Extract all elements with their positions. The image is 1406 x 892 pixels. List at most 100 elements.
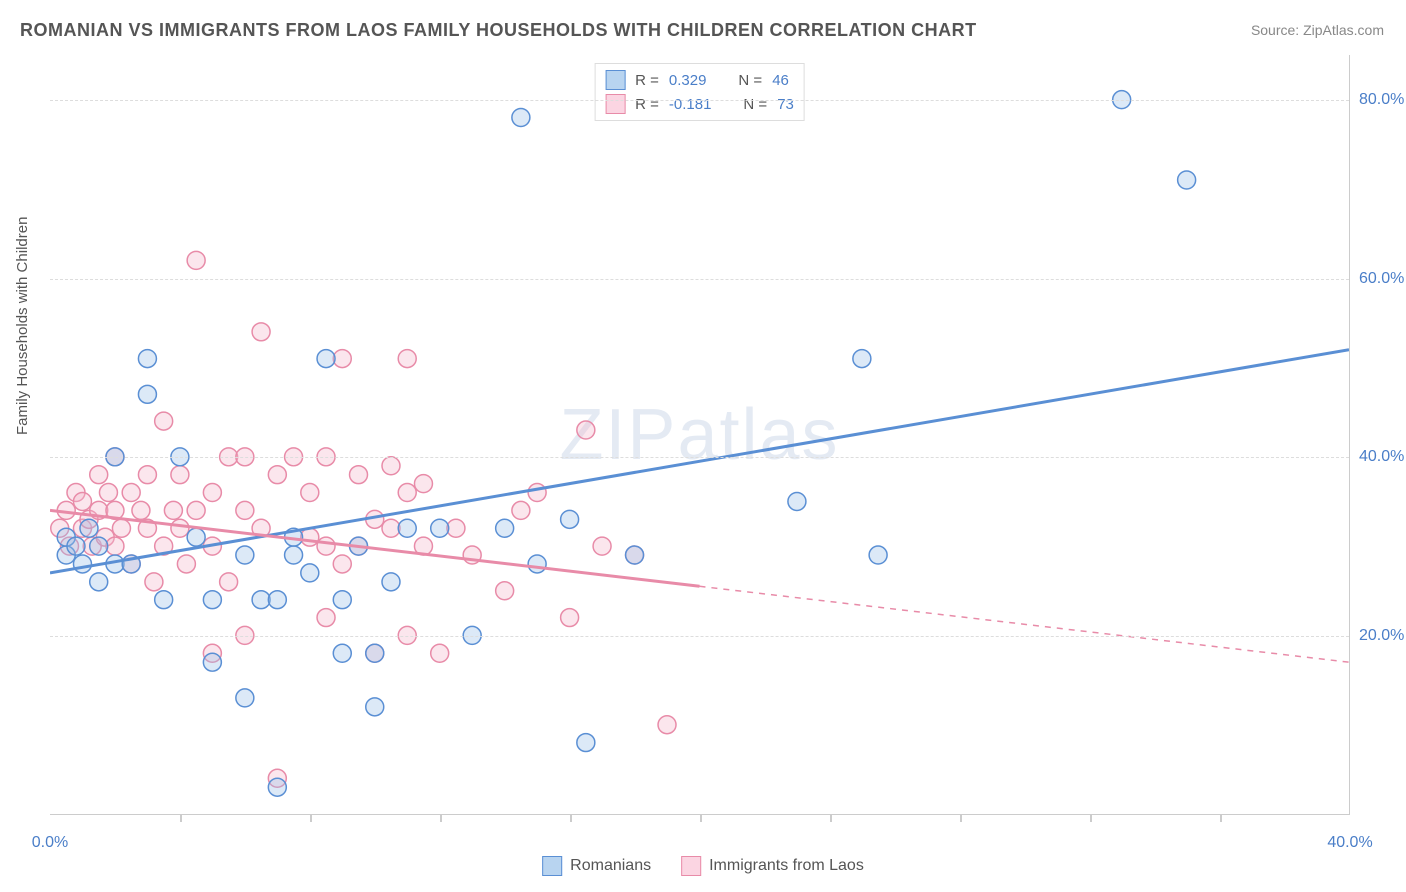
r-value-0: 0.329 (669, 72, 707, 89)
data-point (73, 555, 91, 573)
data-point (171, 466, 189, 484)
y-tick-label: 60.0% (1359, 270, 1406, 288)
legend-label-laos: Immigrants from Laos (709, 857, 864, 875)
data-point (73, 492, 91, 510)
source-label: Source: ZipAtlas.com (1251, 22, 1384, 38)
n-value-0: 46 (772, 72, 789, 89)
data-point (171, 519, 189, 537)
data-point (112, 519, 130, 537)
swatch-romanians (605, 70, 625, 90)
data-point (853, 350, 871, 368)
y-tick-label: 20.0% (1359, 627, 1406, 645)
data-point (236, 546, 254, 564)
x-tick (830, 814, 832, 822)
data-point (561, 510, 579, 528)
legend-item-laos: Immigrants from Laos (681, 856, 864, 876)
data-point (398, 519, 416, 537)
data-point (317, 350, 335, 368)
x-tick (700, 814, 702, 822)
legend-label-romanians: Romanians (570, 857, 651, 875)
data-point (122, 484, 140, 502)
x-tick-label: 0.0% (32, 834, 68, 852)
x-tick (570, 814, 572, 822)
data-point (512, 109, 530, 127)
data-point (431, 519, 449, 537)
data-point (398, 350, 416, 368)
data-point (626, 546, 644, 564)
data-point (382, 457, 400, 475)
plot-svg (50, 55, 1349, 814)
data-point (496, 582, 514, 600)
data-point (236, 501, 254, 519)
data-point (268, 466, 286, 484)
x-tick (1090, 814, 1092, 822)
data-point (145, 573, 163, 591)
r-label-0: R = (635, 72, 659, 89)
y-tick-label: 40.0% (1359, 448, 1406, 466)
stats-row-romanians: R = 0.329 N = 46 (605, 68, 794, 92)
data-point (658, 716, 676, 734)
data-point (350, 466, 368, 484)
x-tick (310, 814, 312, 822)
data-point (99, 484, 117, 502)
data-point (382, 573, 400, 591)
data-point (138, 350, 156, 368)
data-point (187, 528, 205, 546)
swatch-laos (605, 94, 625, 114)
data-point (138, 466, 156, 484)
data-point (90, 537, 108, 555)
data-point (90, 573, 108, 591)
plot-area: ZIPatlas R = 0.329 N = 46 R = -0.181 N =… (50, 55, 1350, 815)
data-point (869, 546, 887, 564)
data-point (236, 689, 254, 707)
data-point (138, 385, 156, 403)
trend-line-dashed (700, 586, 1350, 662)
data-point (366, 698, 384, 716)
gridline (50, 279, 1349, 280)
legend-swatch-laos (681, 856, 701, 876)
bottom-legend: Romanians Immigrants from Laos (542, 856, 864, 876)
x-tick (960, 814, 962, 822)
data-point (203, 653, 221, 671)
data-point (317, 537, 335, 555)
data-point (252, 591, 270, 609)
data-point (333, 591, 351, 609)
data-point (398, 484, 416, 502)
data-point (447, 519, 465, 537)
data-point (132, 501, 150, 519)
chart-container: ROMANIAN VS IMMIGRANTS FROM LAOS FAMILY … (0, 0, 1406, 892)
data-point (203, 591, 221, 609)
x-tick (1220, 814, 1222, 822)
data-point (788, 492, 806, 510)
data-point (164, 501, 182, 519)
data-point (414, 475, 432, 493)
x-tick (440, 814, 442, 822)
data-point (496, 519, 514, 537)
n-label-1: N = (743, 96, 767, 113)
n-label-0: N = (738, 72, 762, 89)
data-point (1178, 171, 1196, 189)
legend-swatch-romanians (542, 856, 562, 876)
data-point (366, 644, 384, 662)
data-point (285, 546, 303, 564)
data-point (301, 528, 319, 546)
data-point (301, 564, 319, 582)
x-tick (180, 814, 182, 822)
chart-title: ROMANIAN VS IMMIGRANTS FROM LAOS FAMILY … (20, 20, 977, 41)
gridline (50, 457, 1349, 458)
data-point (561, 609, 579, 627)
data-point (155, 591, 173, 609)
data-point (187, 501, 205, 519)
data-point (593, 537, 611, 555)
data-point (577, 734, 595, 752)
data-point (382, 519, 400, 537)
x-tick-label: 40.0% (1327, 834, 1372, 852)
data-point (333, 350, 351, 368)
gridline (50, 100, 1349, 101)
data-point (177, 555, 195, 573)
data-point (67, 537, 85, 555)
stats-row-laos: R = -0.181 N = 73 (605, 92, 794, 116)
data-point (80, 519, 98, 537)
y-axis-label: Family Households with Children (14, 217, 31, 435)
data-point (187, 251, 205, 269)
